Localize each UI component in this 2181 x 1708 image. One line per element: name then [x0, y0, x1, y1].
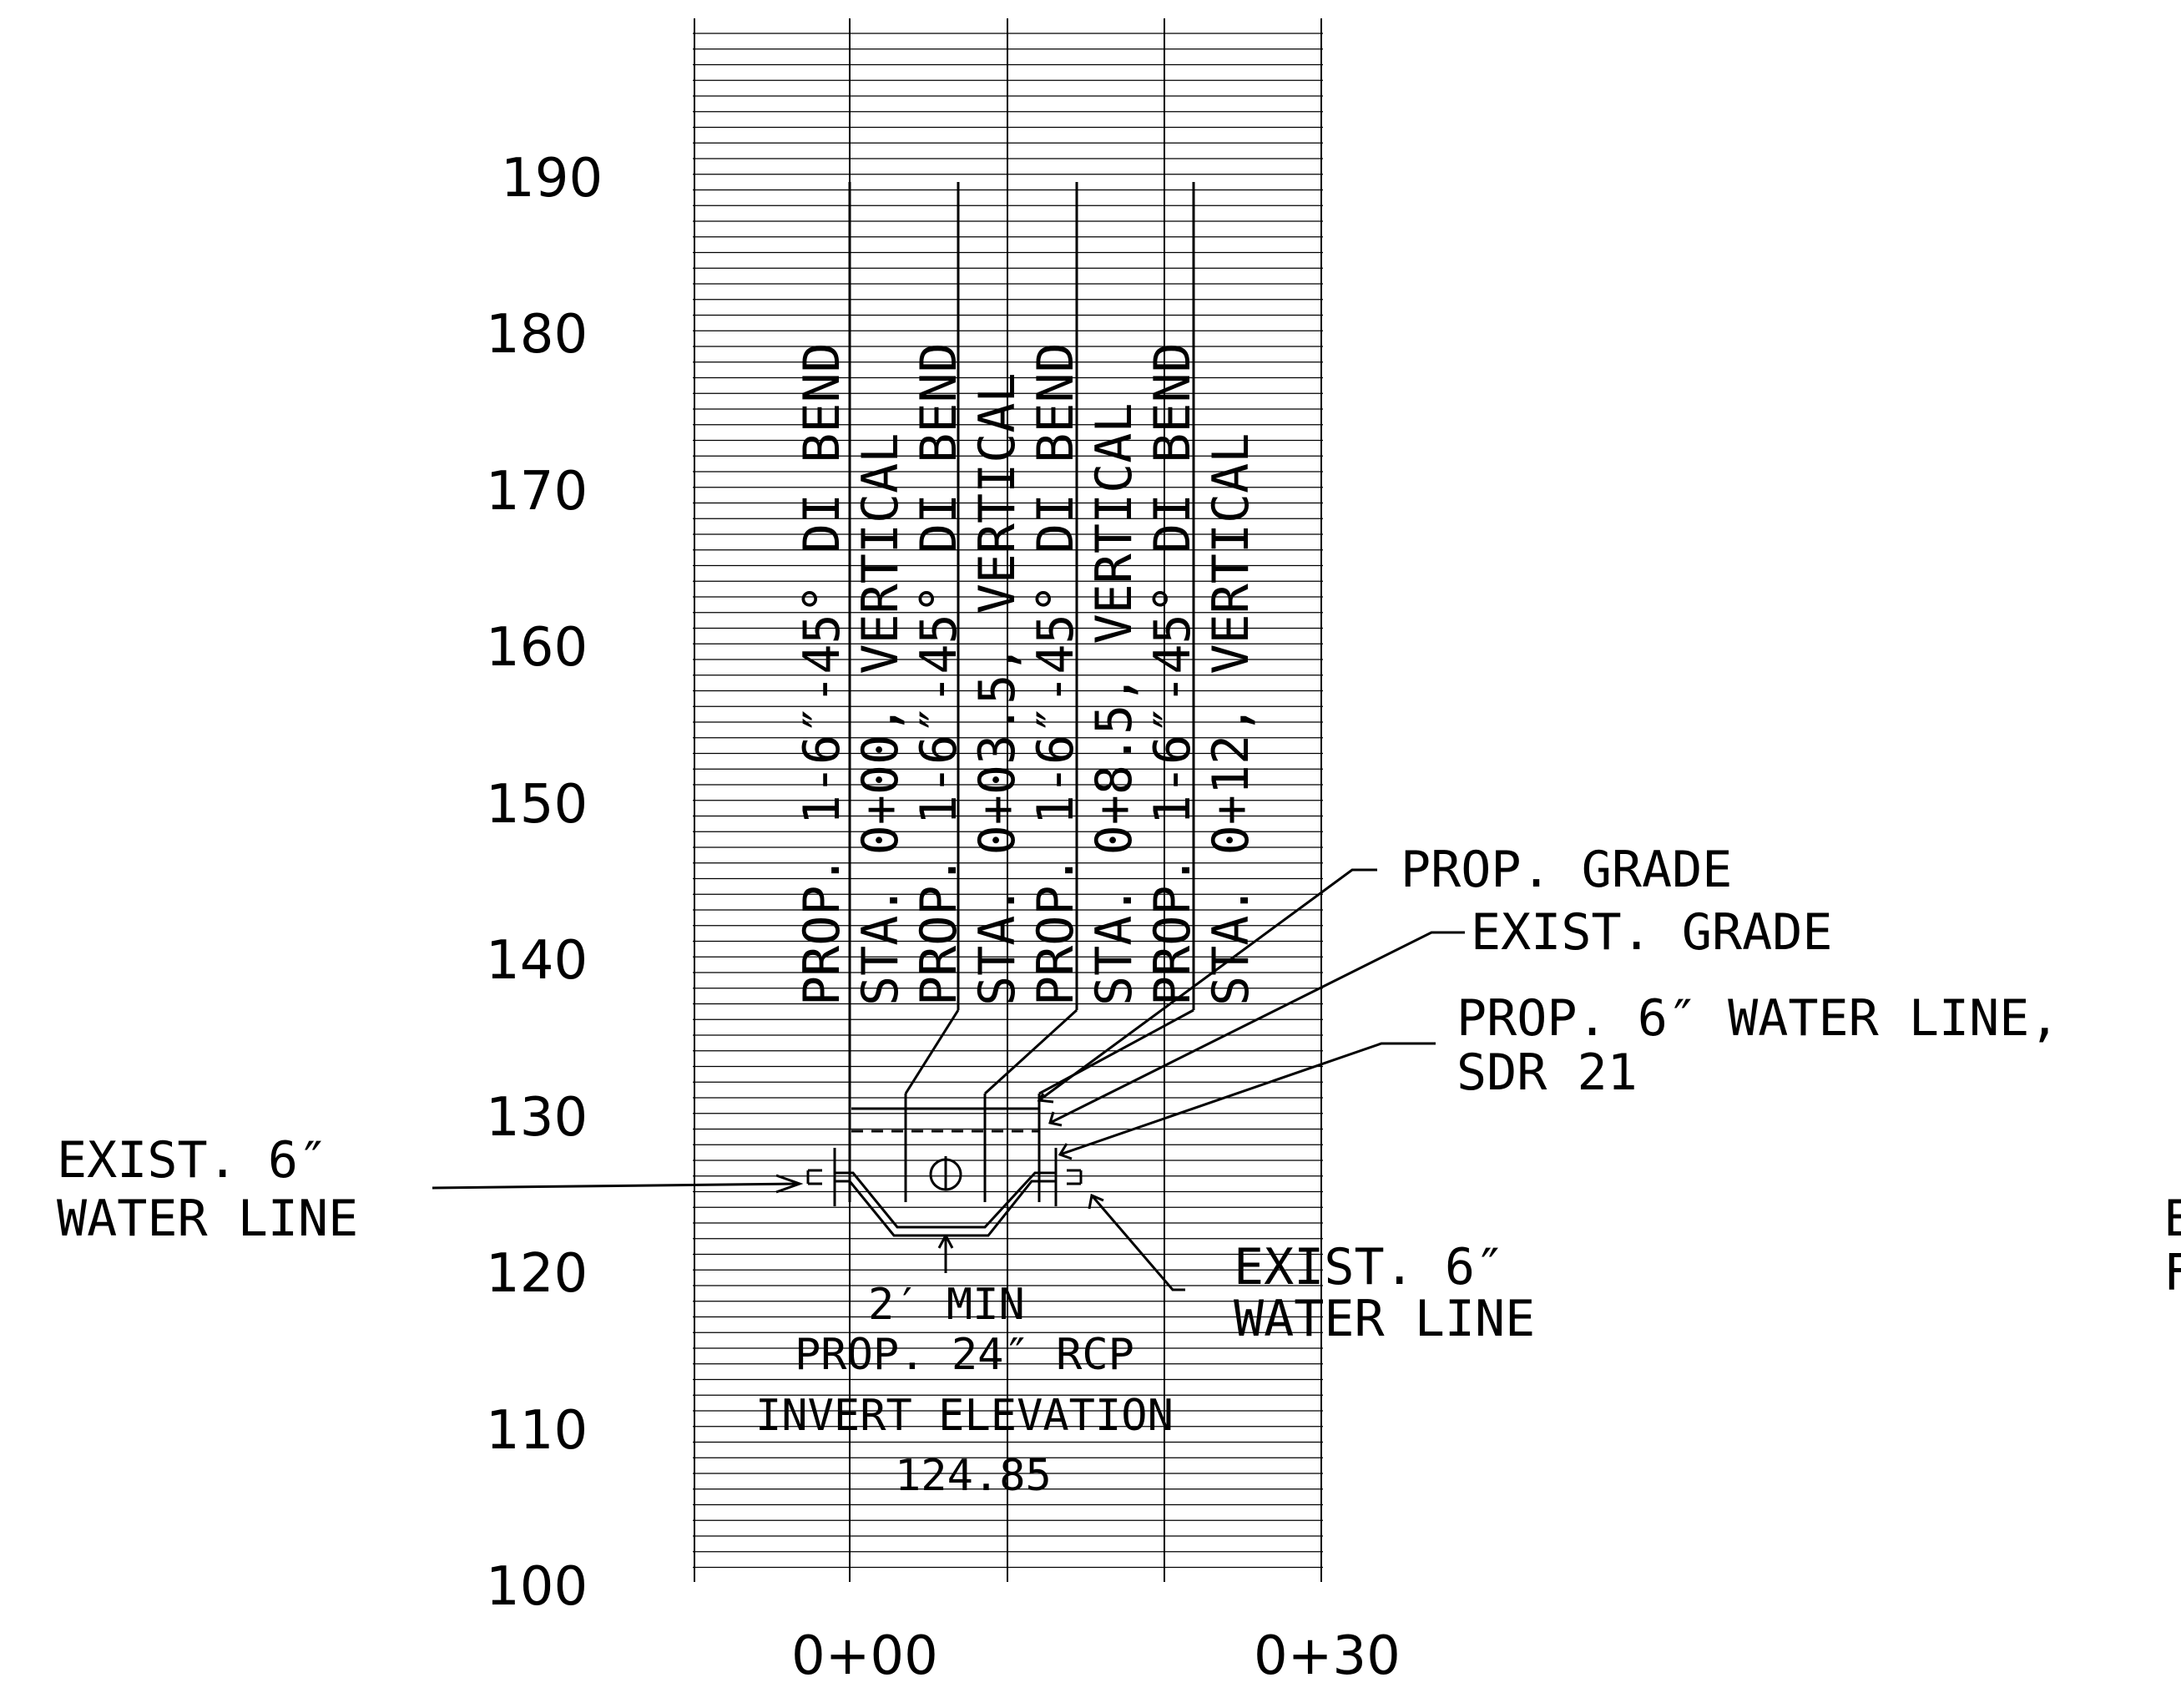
exist-grade-label: EXIST. GRADE — [1471, 903, 1832, 962]
y-label-170: 170 — [486, 461, 588, 523]
y-label-160: 160 — [486, 617, 588, 679]
y-label-130: 130 — [486, 1087, 588, 1149]
y-label-190: 190 — [501, 148, 603, 210]
invert-elevation-label: INVERT ELEVATION — [755, 1391, 1174, 1441]
y-label-180: 180 — [486, 304, 588, 366]
x-label-0-00: 0+00 — [791, 1625, 938, 1687]
vertical-callout-leaders — [848, 182, 1195, 1202]
x-axis-labels: 0+00 0+30 — [791, 1625, 1401, 1687]
callout-station-1: STA. 0+00, VERTICAL — [851, 433, 910, 1006]
x-label-0-30: 0+30 — [1254, 1625, 1401, 1687]
callout-station-3: STA. 0+8.5, VERTICAL — [1085, 403, 1144, 1006]
callout-bend-2: PROP. 1-6″-45° DI BEND — [910, 342, 968, 1006]
rcp-label: PROP. 24″ RCP — [795, 1330, 1134, 1380]
prop-water-line-sdr: SDR 21 — [1457, 1043, 1638, 1102]
callout-bend-1: PROP. 1-6″-45° DI BEND — [793, 342, 851, 1006]
y-label-140: 140 — [486, 930, 588, 992]
y-label-110: 110 — [486, 1400, 588, 1462]
vertical-callouts: PROP. 1-6″-45° DI BEND STA. 0+00, VERTIC… — [793, 342, 1260, 1006]
callout-station-4: STA. 0+12, VERTICAL — [1202, 433, 1260, 1006]
exist-water-left-label: EXIST. 6″ — [57, 1131, 328, 1190]
callout-bend-4: PROP. 1-6″-45° DI BEND — [1144, 342, 1202, 1006]
y-axis-labels: 190 180 170 160 150 140 130 120 110 100 — [486, 148, 603, 1618]
y-label-120: 120 — [486, 1243, 588, 1305]
exist-water-stub-left — [806, 1169, 822, 1185]
callout-station-2: STA. 0+03.5, VERTICAL — [968, 372, 1027, 1006]
profile-grid — [693, 18, 1323, 1582]
y-label-100: 100 — [486, 1556, 588, 1618]
exist-water-right-label: EXIST. 6″ — [1234, 1238, 1505, 1296]
callout-bend-3: PROP. 1-6″-45° DI BEND — [1027, 342, 1085, 1006]
invert-elevation-value: 124.85 — [895, 1451, 1052, 1501]
prop-water-line — [835, 1171, 1056, 1229]
prop-grade-label: PROP. GRADE — [1401, 841, 1732, 899]
prop-water-line-label: PROP. 6″ WATER LINE, — [1457, 989, 2059, 1048]
text-callouts: PROP. GRADE EXIST. GRADE PROP. 6″ WATER … — [57, 841, 2181, 1501]
profile-linework — [806, 1107, 1083, 1273]
exist-water-right-label-2: WATER LINE — [1234, 1290, 1535, 1348]
min-clearance-label: 2′ MIN — [868, 1280, 1025, 1330]
exist-water-left-label-2: WATER LINE — [57, 1190, 358, 1248]
callout-leaders — [432, 868, 1465, 1291]
y-label-150: 150 — [486, 774, 588, 836]
edge-text-2: F — [2163, 1244, 2181, 1302]
edge-text-1: E — [2163, 1190, 2181, 1248]
exist-water-stub-right — [1067, 1169, 1083, 1185]
